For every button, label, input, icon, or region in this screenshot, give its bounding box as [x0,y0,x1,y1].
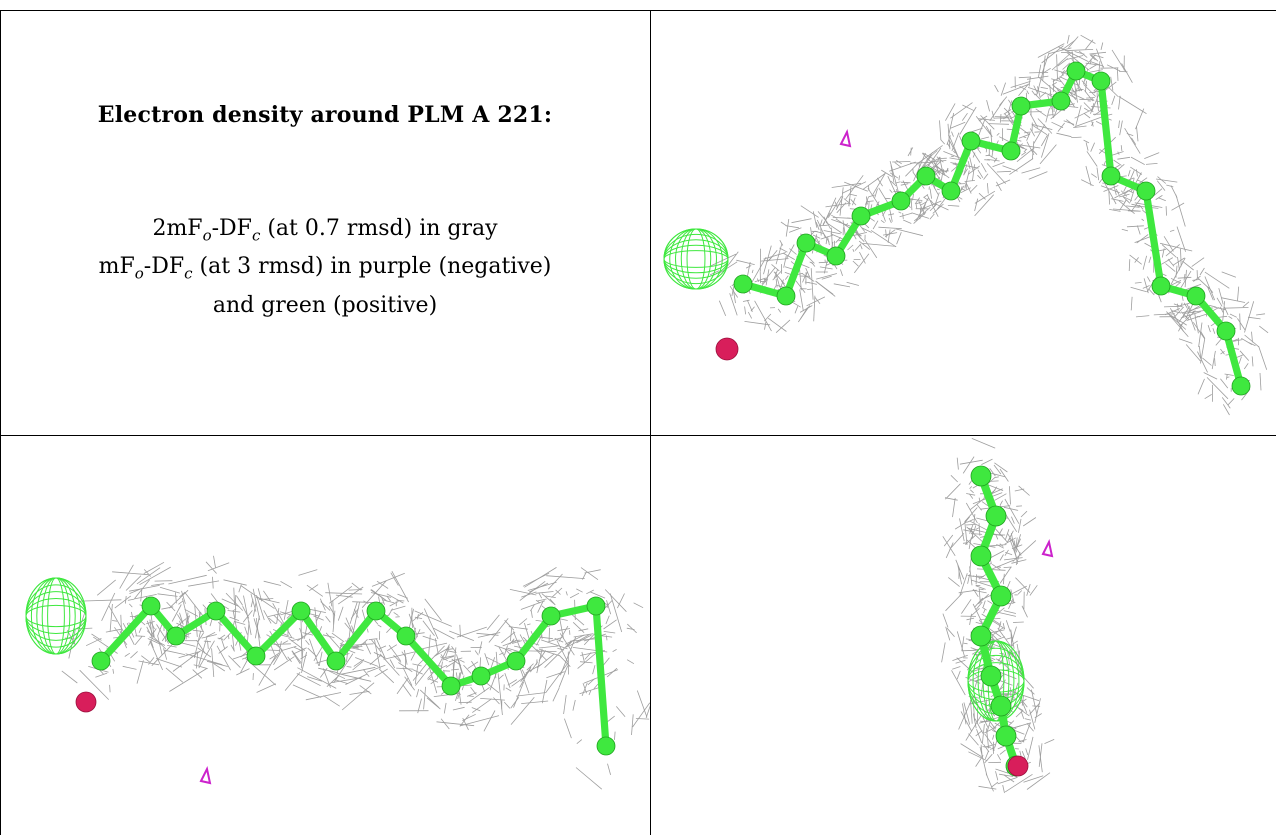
carbon-bottom-left-atom [471,666,491,686]
carbon-top-right-atom [851,206,871,226]
caption-cell: Electron density around PLM A 221: 2mFo-… [0,10,650,435]
gray-mesh-bottom-left [61,555,650,790]
carbon-bottom-left-atom [366,601,386,621]
carbon-top-right-atom [1186,286,1206,306]
carbon-top-right-bond [782,239,810,300]
carbon-top-right-bond [1222,327,1245,390]
carbon-bottom-left-atom [506,651,526,671]
carbon-top-right-bond [1097,77,1115,180]
carbon-top-right-atom [941,181,961,201]
carbon-bottom-right-atom [995,725,1017,747]
carbon-bottom-left-bond [252,607,305,660]
caption-line-1-sub-o: o [202,226,212,245]
density-image-top-right [663,34,1269,416]
caption-line-1-a: 2mF [152,216,203,241]
caption-line-1-b: -DF [211,216,252,241]
carbon-top-right-atom [916,166,936,186]
carbon-bottom-left-bond [512,612,555,665]
caption-body: 2mFo-DFc (at 0.7 rmsd) in gray mFo-DFc (… [0,213,650,321]
carbon-top-right-atom [1101,166,1121,186]
caption-line-2-sub-o: o [134,264,144,283]
carbon-top-right-atom [961,131,981,151]
carbon-top-right-atom [1001,141,1021,161]
caption-line-2-a: mF [98,254,135,280]
carbon-bottom-left-bond [402,632,455,690]
carbon-top-right-atom [776,286,796,306]
carbon-bottom-left-atom [396,626,416,646]
caption-line-2-b: -DF [143,254,185,280]
carbon-bottom-right-atom [990,695,1012,717]
gray-mesh-top-right [709,34,1269,416]
carbon-top-right-atom [796,233,816,253]
caption-title: Electron density around PLM A 221: [97,102,553,128]
left-border [0,10,1,835]
density-image-bottom-left [25,555,650,790]
carbon-top-right-atom [826,246,846,266]
caption-line-2-rest: (at 3 rmsd) in purple (negative) [192,254,552,280]
carbon-top-right-bond [1142,187,1165,290]
carbon-top-right-atom [1051,91,1071,111]
caption-line-1-sub-c: c [251,226,261,245]
carbon-bottom-right-atom [980,665,1002,687]
caption-line-2-sub-c: c [184,264,193,283]
carbon-top-right-atom [1011,96,1031,116]
carbon-top-right-atom [1216,321,1236,341]
view-bottom-right [651,436,1276,835]
carbon-bottom-right-atom [970,625,992,647]
view-bottom-left [1,436,650,835]
positive-density-bottom-left [25,577,87,655]
carbon-bottom-left-bond [97,602,155,665]
carbon-bottom-left-atom [326,651,346,671]
density-image-bottom-right [941,438,1055,794]
negative-density-bottom-left [199,766,212,785]
carbon-bottom-left-atom [91,651,111,671]
carbon-bottom-left-atom [141,596,161,616]
oxygen-atom-bottom-left [75,691,97,713]
carbon-top-right-atom [1091,71,1111,91]
carbon-bottom-left-atom [596,736,616,756]
carbon-top-right-atom [1136,181,1156,201]
view-top-right [651,11,1276,435]
carbon-bottom-left-bond [332,607,380,665]
middle-row-border [0,435,1276,436]
carbon-top-right-atom [1066,61,1086,81]
middle-border [650,10,651,835]
oxygen-atom-bottom-right [1007,755,1029,777]
carbon-top-right-atom [891,191,911,211]
carbon-bottom-left-atom [291,601,311,621]
oxygen-atom-top-right [715,337,739,361]
caption-line-3: and green (positive) [212,292,438,318]
top-border [0,10,1276,11]
carbon-bottom-left-bond [297,607,340,665]
carbon-bottom-left-atom [441,676,461,696]
negative-density-bottom-right [1041,539,1054,558]
positive-density-top-right [663,228,729,290]
caption-line-2: mFo-DFc (at 3 rmsd) in purple (negative) [0,251,650,289]
carbon-bottom-left-atom [586,596,606,616]
carbon-bottom-right-atom [970,545,992,567]
caption-line-1: 2mFo-DFc (at 0.7 rmsd) in gray [0,213,650,251]
carbon-bottom-left-bond [212,607,260,660]
carbon-top-right-atom [1231,376,1251,396]
carbon-bottom-left-atom [246,646,266,666]
carbon-bottom-right-atom [990,585,1012,607]
carbon-bottom-left-atom [541,606,561,626]
carbon-bottom-left-atom [166,626,186,646]
carbon-top-right-atom [1151,276,1171,296]
negative-density-top-right [839,129,852,148]
carbon-top-right-atom [733,274,753,294]
carbon-bottom-right-atom [985,505,1007,527]
caption-line-1-rest: (at 0.7 rmsd) in gray [260,216,498,241]
carbon-bottom-left-bond [592,602,610,750]
carbon-bottom-right-atom [970,465,992,487]
carbon-bottom-left-atom [206,601,226,621]
